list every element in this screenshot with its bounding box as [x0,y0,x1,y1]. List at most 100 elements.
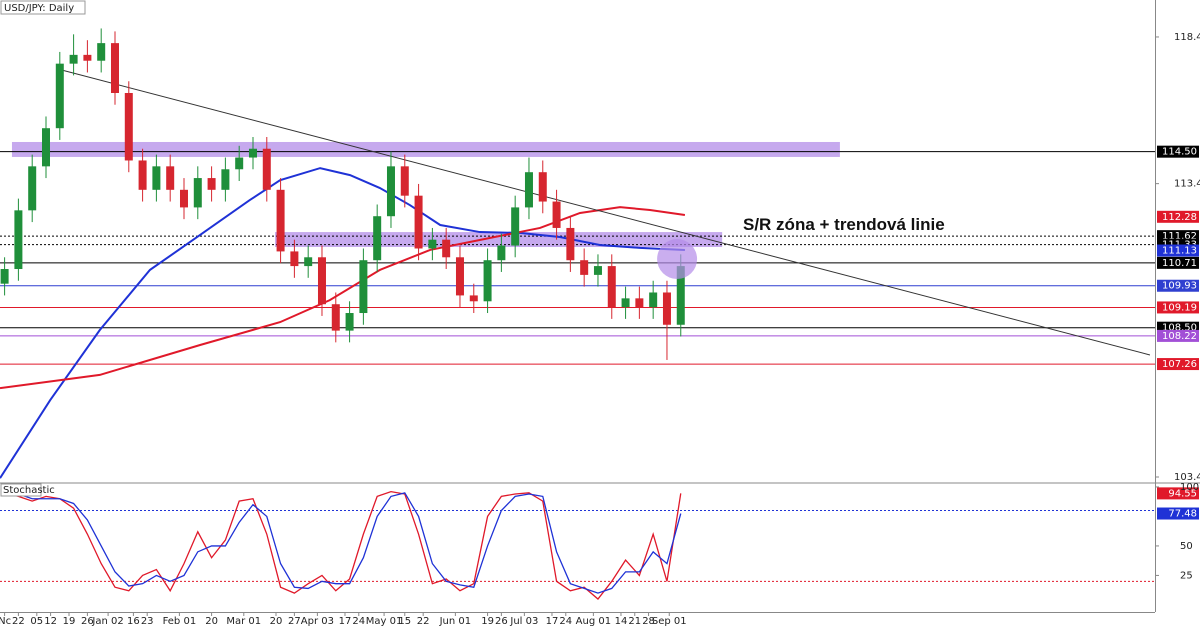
sr-zone [275,232,723,248]
candle-body [455,257,464,296]
candle-body [262,148,271,190]
stoch-value-label: 94.55 [1168,488,1197,499]
candle-body [138,160,147,190]
candle-body [676,266,685,325]
x-tick-label: 20 [270,616,283,627]
level-label-box [1157,358,1199,371]
level-label: 114.50 [1162,147,1197,158]
x-tick-label: Feb 01 [163,616,197,627]
candle-body [207,178,216,190]
x-tick-label: 17 [339,616,352,627]
candle-body [28,166,37,211]
level-label-box [1157,256,1199,269]
level-label-box [1157,301,1199,314]
stoch-value-box [1157,507,1199,520]
candle-body [83,54,92,61]
x-tick-label: 15 [398,616,411,627]
x-tick-label: 24 [559,616,572,627]
candle-body [580,260,589,275]
candle-body [442,239,451,258]
x-tick-label: 21 [628,616,641,627]
stoch-line [4,490,682,600]
x-tick-label: Nc [0,616,11,627]
candle-body [649,292,658,308]
x-tick-label: 22 [12,616,25,627]
level-label: 109.19 [1162,302,1197,313]
candle-body [511,207,520,246]
level-label: 108.22 [1162,331,1197,342]
x-tick-label: 28 [642,616,655,627]
candle-body [166,166,175,190]
x-tick-label: 27 [288,616,301,627]
candle-body [110,43,119,93]
candle-body [248,148,257,158]
x-tick-label: Jun 01 [439,616,472,627]
candle-body [97,43,106,61]
highlight-circle [657,239,698,280]
candle-body [55,63,64,129]
stochastic-pane [0,490,1155,600]
x-tick-label: Apr 03 [301,616,334,627]
y-tick-label: 103.41 [1174,472,1200,483]
candle-body [483,260,492,302]
candle-body [538,172,547,202]
candle-body [331,304,340,331]
candle-body [124,92,133,161]
candle-body [152,166,161,190]
x-tick-label: 12 [44,616,57,627]
candle-body [400,166,409,196]
x-tick-label: 24 [352,616,365,627]
x-tick-label: 26 [81,616,94,627]
level-label-box [1157,145,1199,158]
chart-title: USD/JPY: Daily [4,3,74,14]
candle-body [428,239,437,249]
x-tick-label: Jul 03 [509,616,538,627]
level-label: 108.50 [1162,323,1197,334]
pane-title-box [0,483,42,497]
candle-body [635,298,644,308]
level-label-box [1157,210,1199,223]
candle-body [497,245,506,261]
stoch-value-label: 77.48 [1168,509,1197,520]
candle-body [41,128,50,167]
moving-average [0,206,686,390]
candle-body [276,189,285,252]
level-label-box [1157,244,1199,257]
price-pane [0,28,1155,479]
candle-body [469,295,478,302]
y-tick-label: 50 [1180,541,1193,552]
level-label: 110.71 [1162,258,1197,269]
level-label: 107.26 [1162,359,1197,370]
x-tick-label: 14 [615,616,628,627]
level-label: 111.62 [1162,231,1197,242]
candle-body [179,189,188,208]
x-tick-label: 19 [63,616,76,627]
x-tick-label: 26 [495,616,508,627]
annotation: S/R zóna + trendová linie [743,215,945,234]
candle-body [524,172,533,208]
candle-body [304,257,313,267]
level-label: 112.28 [1162,212,1197,223]
x-tick-label: Mar 01 [226,616,261,627]
sr-zone [11,141,840,157]
candle-body [607,266,616,308]
level-label-box [1157,279,1199,292]
candle-body [69,54,78,64]
trendline [61,69,1151,356]
candle-body [552,201,561,228]
x-tick-label: Sep 01 [652,616,687,627]
candle-body [662,292,671,325]
x-tick-label: Jan 02 [91,616,123,627]
candle-body [14,210,23,270]
x-tick-label: 23 [141,616,154,627]
x-tick-label: Aug 01 [576,616,611,627]
x-tick-label: 20 [205,616,218,627]
candle-body [373,216,382,261]
candle-body [317,257,326,305]
candle-body [386,166,395,217]
x-tick-label: 05 [30,616,43,627]
candle-body [193,178,202,208]
y-tick-label: 113.41 [1174,179,1200,190]
